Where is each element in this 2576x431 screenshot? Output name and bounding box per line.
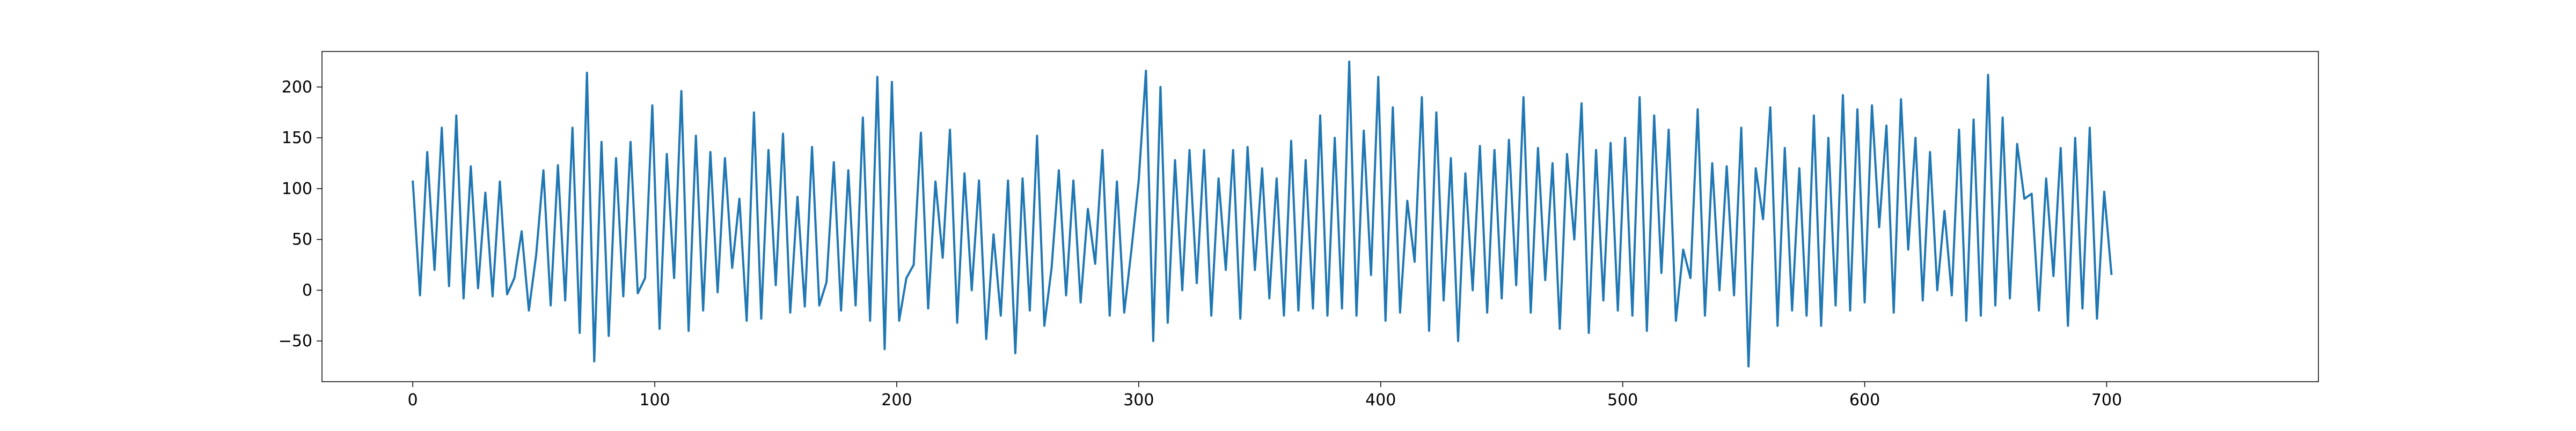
x-axis: 0 100 200 300 400 500 600 700 xyxy=(408,382,2122,410)
y-tick-label: 150 xyxy=(282,129,312,147)
x-tick-label: 300 xyxy=(1123,391,1154,410)
x-tick-label: 700 xyxy=(2091,391,2122,410)
y-tick-label: −50 xyxy=(279,332,312,351)
plot-frame xyxy=(321,51,2319,382)
y-tick-label: 50 xyxy=(292,231,312,249)
x-tick-label: 500 xyxy=(1607,391,1638,410)
y-tick-label: 200 xyxy=(282,78,312,96)
y-axis: −50 0 50 100 150 200 xyxy=(279,78,322,351)
y-tick-label: 100 xyxy=(282,180,312,198)
x-tick-label: 0 xyxy=(408,391,418,410)
x-tick-label: 200 xyxy=(881,391,912,410)
plot-area xyxy=(412,61,2113,368)
y-tick-label: 0 xyxy=(302,281,312,300)
x-tick-label: 400 xyxy=(1365,391,1396,410)
x-tick-label: 100 xyxy=(639,391,670,410)
series-line-0 xyxy=(412,61,2113,368)
x-tick-label: 600 xyxy=(1849,391,1880,410)
